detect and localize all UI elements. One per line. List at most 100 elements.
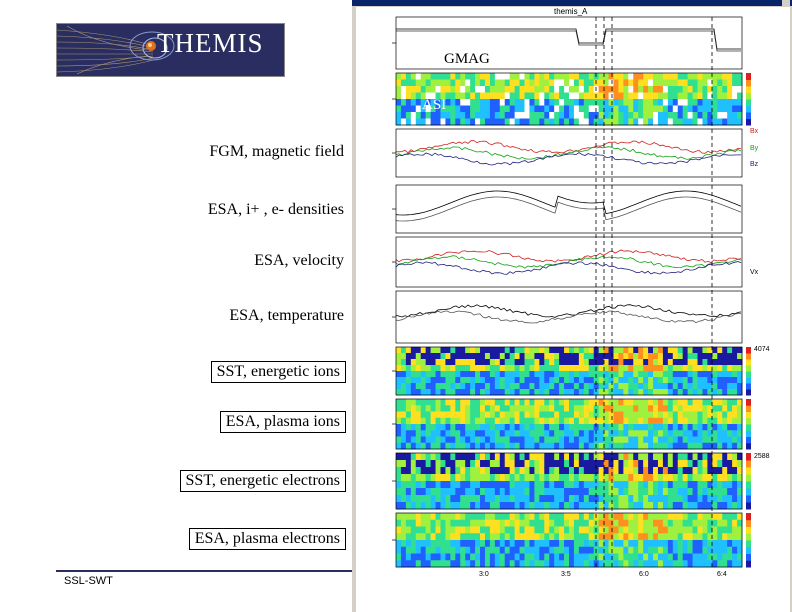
spectrogram-cell bbox=[470, 424, 476, 431]
spectrogram-cell bbox=[608, 347, 614, 354]
spectrogram-cell bbox=[583, 92, 590, 100]
spectrogram-cell bbox=[692, 533, 699, 541]
spectrogram-cell bbox=[667, 460, 674, 468]
spectrogram-cell bbox=[578, 365, 585, 372]
spectrogram-cell bbox=[727, 405, 733, 412]
spectrogram-cell bbox=[657, 405, 664, 412]
spectrogram-cell bbox=[440, 399, 446, 406]
spectrogram-cell bbox=[484, 560, 491, 568]
spectrogram-cell bbox=[692, 79, 699, 87]
spectrogram-cell bbox=[445, 460, 451, 468]
spectrogram-cell bbox=[450, 112, 456, 119]
spectrogram-cell bbox=[410, 467, 417, 475]
spectrogram-cell bbox=[455, 526, 461, 534]
spectrogram-cell bbox=[475, 502, 481, 510]
spectrogram-cell bbox=[509, 513, 516, 521]
spectrogram-cell bbox=[727, 533, 733, 541]
spectrogram-cell bbox=[677, 495, 684, 503]
trace-line bbox=[395, 261, 742, 275]
spectrogram-cell bbox=[662, 453, 669, 461]
spectrogram-cell bbox=[608, 79, 614, 87]
spectrogram-cell bbox=[707, 467, 713, 475]
spectrogram-cell bbox=[514, 553, 521, 561]
spectrogram-cell bbox=[489, 526, 496, 534]
colorbar-segment bbox=[746, 377, 751, 384]
spectrogram-cell bbox=[460, 105, 466, 113]
spectrogram-cell bbox=[712, 105, 718, 113]
spectrogram-cell bbox=[717, 417, 723, 425]
spectrogram-cell bbox=[648, 118, 654, 126]
spectrogram-cell bbox=[737, 553, 743, 561]
spectrogram-cell bbox=[643, 488, 649, 496]
spectrogram-cell bbox=[702, 424, 708, 431]
spectrogram-cell bbox=[539, 424, 545, 431]
spectrogram-cell bbox=[588, 560, 595, 568]
spectrogram-cell bbox=[529, 502, 535, 510]
spectrogram-cell bbox=[450, 79, 456, 87]
spectrogram-cell bbox=[564, 481, 570, 489]
close-icon[interactable] bbox=[782, 0, 790, 6]
spectrogram-cell bbox=[687, 417, 694, 425]
spectrogram-cell bbox=[440, 112, 446, 119]
spectrogram-cell bbox=[504, 442, 511, 450]
spectrogram-cell bbox=[618, 495, 624, 503]
spectrogram-cell bbox=[440, 474, 446, 482]
spectrogram-cell bbox=[717, 553, 723, 561]
spectrogram-cell bbox=[554, 560, 560, 568]
spectrogram-cell bbox=[410, 502, 417, 510]
spectrogram-cell bbox=[682, 389, 689, 396]
spectrogram-cell bbox=[692, 73, 699, 80]
spectrogram-cell bbox=[440, 118, 446, 126]
spectrogram-cell bbox=[737, 424, 743, 431]
spectrogram-cell bbox=[583, 377, 590, 384]
spectrogram-cell bbox=[549, 488, 555, 496]
spectrogram-cell bbox=[648, 430, 654, 437]
spectrogram-cell bbox=[435, 105, 441, 113]
spectrogram-cell bbox=[732, 519, 738, 527]
plot-window-titlebar[interactable] bbox=[352, 0, 792, 6]
spectrogram-cell bbox=[662, 540, 669, 548]
spectrogram-cell bbox=[569, 118, 575, 126]
spectrogram-cell bbox=[440, 560, 446, 568]
spectrogram-cell bbox=[687, 453, 694, 461]
spectrogram-cell bbox=[410, 424, 417, 431]
spectrogram-cell bbox=[430, 502, 437, 510]
spectrogram-cell bbox=[727, 417, 733, 425]
spectrogram-cell bbox=[549, 73, 555, 80]
spectrogram-cell bbox=[653, 371, 659, 378]
spectrogram-cell bbox=[524, 371, 530, 378]
plot-window[interactable]: themis_A GMAG ASI Bx By Bz Vx 4074 2588 … bbox=[352, 0, 792, 612]
spectrogram-cell bbox=[692, 430, 699, 437]
spectrogram-cell bbox=[410, 411, 417, 419]
spectrogram-cell bbox=[702, 540, 708, 548]
spectrogram-cell bbox=[400, 436, 407, 444]
spectrogram-cell bbox=[465, 560, 471, 568]
spectrogram-cell bbox=[598, 383, 605, 390]
spectrogram-cell bbox=[569, 99, 575, 106]
spectrogram-cell bbox=[573, 383, 580, 390]
spectrogram-cell bbox=[618, 79, 624, 87]
spectrogram-cell bbox=[514, 417, 521, 425]
spectrogram-cell bbox=[396, 99, 402, 106]
spectrogram-cell bbox=[603, 383, 610, 390]
spectrogram-cell bbox=[519, 118, 526, 126]
spectrogram-cell bbox=[573, 436, 580, 444]
spectrogram-cell bbox=[499, 513, 506, 521]
spectrogram-cell bbox=[440, 359, 446, 366]
spectrogram-cell bbox=[544, 553, 550, 561]
spectrogram-cell bbox=[480, 502, 486, 510]
spectrogram-cell bbox=[465, 347, 471, 354]
spectrogram-cell bbox=[638, 112, 644, 119]
spectrogram-cell bbox=[405, 460, 412, 468]
spectrogram-cell bbox=[712, 383, 718, 390]
spectrogram-cell bbox=[593, 533, 600, 541]
spectrogram-cell bbox=[687, 399, 694, 406]
spectrogram-cell bbox=[633, 495, 639, 503]
spectrogram-cell bbox=[687, 560, 694, 568]
spectrogram-cell bbox=[514, 347, 521, 354]
spectrogram-cell bbox=[554, 442, 560, 450]
spectrogram-cell bbox=[598, 533, 605, 541]
spectrogram-cell bbox=[598, 430, 605, 437]
spectrogram-cell bbox=[712, 417, 718, 425]
spectrogram-cell bbox=[440, 411, 446, 419]
